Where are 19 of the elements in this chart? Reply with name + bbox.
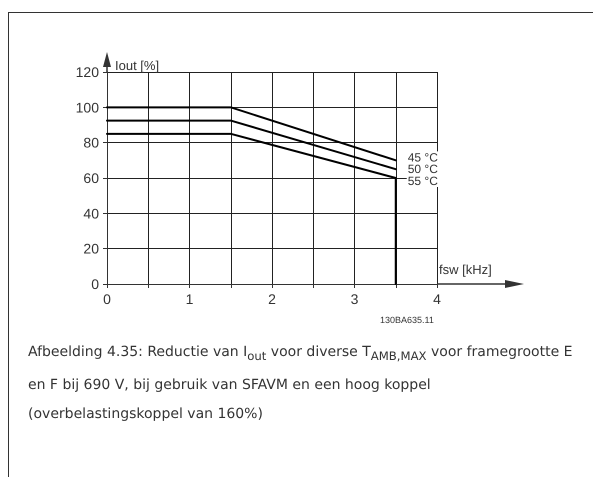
series-label: 45 °C [408,150,438,164]
x-tick-label: 1 [186,291,194,307]
x-tick-label: 2 [268,291,276,307]
y-tick-label: 80 [83,134,100,151]
y-tick-label: 40 [83,205,100,222]
y-tick-label: 120 [76,64,100,80]
y-tick-label: 60 [83,170,100,186]
y-tick-label: 20 [83,240,100,257]
series-label: 50 °C [408,162,438,176]
y-axis-title: Iout [%] [115,58,160,73]
y-tick-label: 0 [91,276,100,292]
series-label: 55 °C [408,174,438,188]
x-tick-label: 0 [103,291,112,307]
x-axis-title: fsw [kHz] [439,262,492,277]
text: Afbeelding 4.35: Reductie van I$_{out}$ voor diverse T$_{AMB,MAX}$ voor framegrootte E en F bij 690 V, bij gebruik van SFAVM en een hoog koppel (overbelastingskoppel van 160%) [28,343,574,424]
text: 130BA635.11 [380,315,434,325]
x-tick-label: 4 [433,291,442,307]
x-tick-label: 3 [350,291,359,307]
y-tick-label: 100 [76,99,100,116]
